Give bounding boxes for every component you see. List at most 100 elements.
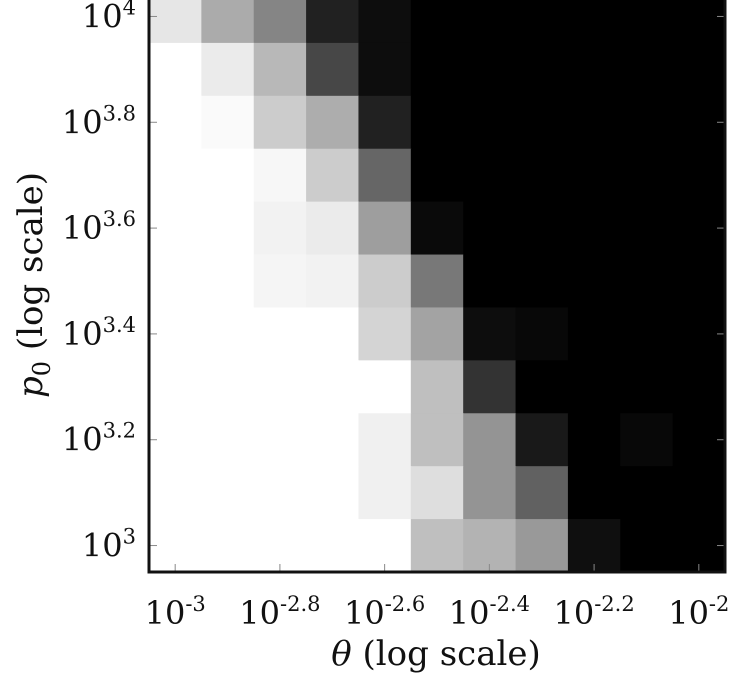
heatmap-cell <box>410 42 464 97</box>
x-tick-label: 10-2 <box>668 592 729 632</box>
y-axis-symbol: p <box>11 376 51 398</box>
heatmap-cell <box>149 307 202 361</box>
heatmap-cell <box>515 360 569 414</box>
heatmap-cell <box>201 254 255 309</box>
heatmap-cell <box>149 95 202 150</box>
heatmap-cell <box>410 466 464 520</box>
heatmap-cell <box>567 0 621 44</box>
heatmap-cell <box>201 466 255 520</box>
heatmap-cell <box>253 0 307 44</box>
y-tick-label: 103.8 <box>62 101 136 141</box>
heatmap-cell <box>306 466 360 520</box>
heatmap-cell <box>306 413 360 467</box>
heatmap-cell <box>567 95 621 150</box>
y-tick-label: 103.6 <box>62 207 136 247</box>
heatmap-cell <box>515 413 569 467</box>
heatmap-cell <box>149 148 202 203</box>
heatmap-cell <box>463 95 517 150</box>
heatmap-cell <box>515 254 569 309</box>
heatmap-cell <box>672 360 726 414</box>
heatmap-cell <box>358 95 412 150</box>
heatmap-cell <box>672 519 726 573</box>
heatmap-cell <box>515 466 569 520</box>
x-axis-label: θ (log scale) <box>331 634 541 674</box>
heatmap-cell <box>306 307 360 361</box>
heatmap-cell <box>149 254 202 309</box>
heatmap-cell <box>567 201 621 256</box>
heatmap-cell <box>672 42 726 97</box>
heatmap-cell <box>620 360 674 414</box>
heatmap-cell <box>306 360 360 414</box>
heatmap-cell <box>567 519 621 573</box>
heatmap-cell <box>672 466 726 520</box>
heatmap-cell <box>149 42 202 97</box>
heatmap-cell <box>515 307 569 361</box>
heatmap-cell <box>358 360 412 414</box>
heatmap-cell <box>567 360 621 414</box>
heatmap-cell <box>201 307 255 361</box>
heatmap-cell <box>463 307 517 361</box>
heatmap-cell <box>358 0 412 44</box>
heatmap-cell <box>620 42 674 97</box>
heatmap-cell <box>515 42 569 97</box>
y-tick-label: 103.2 <box>62 419 136 459</box>
heatmap-cell <box>201 201 255 256</box>
heatmap-cell <box>358 254 412 309</box>
heatmap-cell <box>201 95 255 150</box>
heatmap-cell <box>515 0 569 44</box>
heatmap-cell <box>410 360 464 414</box>
heatmap-cell <box>253 466 307 520</box>
heatmap-cell <box>253 95 307 150</box>
heatmap-cell <box>149 360 202 414</box>
heatmap-cell <box>410 0 464 44</box>
heatmap-cell <box>201 519 255 573</box>
heatmap-cell <box>620 466 674 520</box>
heatmap-cell <box>306 42 360 97</box>
heatmap-cell <box>306 254 360 309</box>
x-tick-label: 10-2.4 <box>449 592 530 632</box>
heatmap-cell <box>410 307 464 361</box>
heatmap-cell <box>620 148 674 203</box>
heatmap-cell <box>515 519 569 573</box>
y-tick-label: 103.4 <box>62 313 136 353</box>
heatmap-cell <box>672 0 726 44</box>
heatmap-cell <box>253 519 307 573</box>
heatmap-cell <box>149 466 202 520</box>
heatmap-cell <box>567 42 621 97</box>
heatmap-cell <box>620 201 674 256</box>
heatmap-cell <box>620 95 674 150</box>
heatmap-cell <box>201 148 255 203</box>
heatmap-cell <box>306 519 360 573</box>
heatmap-cell <box>410 148 464 203</box>
heatmap-cell <box>358 42 412 97</box>
heatmap-cell <box>358 519 412 573</box>
heatmap-cell <box>463 42 517 97</box>
heatmap-cell <box>567 466 621 520</box>
heatmap-cell <box>306 0 360 44</box>
heatmap-cell <box>672 95 726 150</box>
x-tick-label: 10-3 <box>145 592 206 632</box>
heatmap-cell <box>201 42 255 97</box>
heatmap-cell <box>358 413 412 467</box>
y-tick-label: 104 <box>82 0 136 36</box>
plot-frame <box>147 0 727 574</box>
heatmap-cell <box>149 413 202 467</box>
y-axis-subscript: 0 <box>28 361 56 376</box>
heatmap-cell <box>410 519 464 573</box>
heatmap-cell <box>463 413 517 467</box>
heatmap-cell <box>358 148 412 203</box>
heatmap-cell <box>149 0 202 44</box>
heatmap-cell <box>306 148 360 203</box>
heatmap-cell <box>201 0 255 44</box>
y-tick-label: 103 <box>82 525 136 565</box>
heatmap-cell <box>672 148 726 203</box>
y-tick-labels: 103 103.2 103.4 103.6 103.8 104 <box>62 0 136 565</box>
heatmap-cell <box>463 0 517 44</box>
heatmap-cell <box>567 307 621 361</box>
heatmap-cell <box>253 42 307 97</box>
heatmap-cell <box>515 95 569 150</box>
heatmap-cell <box>672 201 726 256</box>
heatmap-cell <box>515 201 569 256</box>
heatmap-cells <box>149 0 726 573</box>
